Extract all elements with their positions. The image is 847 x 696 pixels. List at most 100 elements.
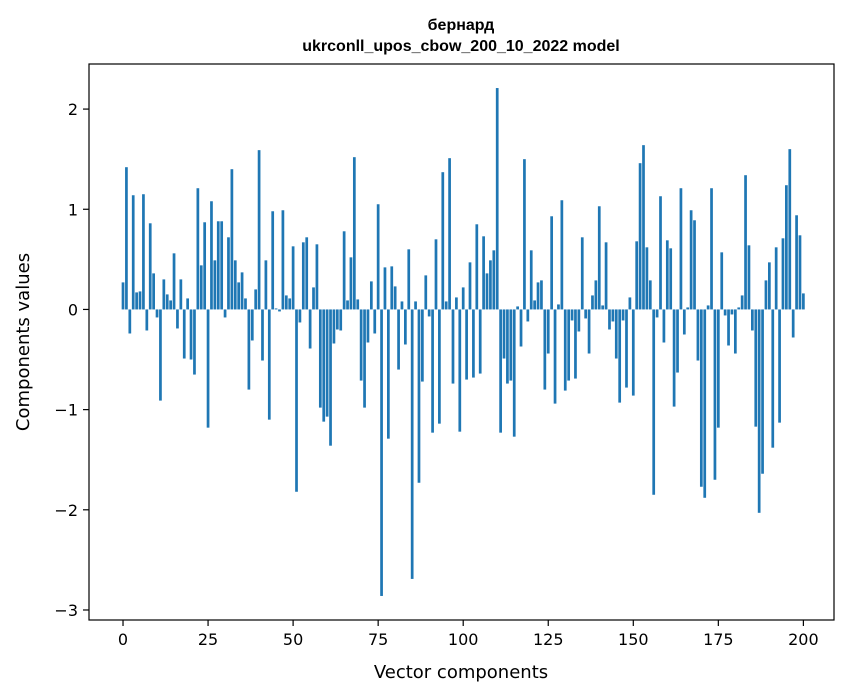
- bar: [601, 305, 605, 310]
- bar: [485, 273, 489, 310]
- bar: [716, 309, 720, 428]
- y-tick-label: 1: [68, 200, 78, 219]
- bar: [227, 237, 230, 310]
- bar: [676, 309, 679, 373]
- bar: [250, 309, 254, 341]
- bar: [791, 309, 795, 338]
- bar: [458, 309, 462, 432]
- bar: [672, 309, 676, 407]
- bar: [230, 169, 234, 310]
- bar: [404, 309, 407, 345]
- bar: [216, 221, 220, 310]
- bar: [604, 242, 608, 310]
- bar: [785, 185, 788, 310]
- x-tick-label: 150: [618, 630, 649, 649]
- bar: [546, 309, 550, 354]
- bar: [499, 309, 502, 433]
- chart-title-line2: ukrconll_upos_cbow_200_10_2022 model: [302, 38, 619, 55]
- bar: [284, 295, 288, 310]
- bar: [267, 309, 271, 420]
- bar: [264, 260, 268, 310]
- bar: [645, 247, 649, 310]
- bar: [407, 249, 411, 310]
- bar: [621, 309, 625, 321]
- x-tick-label: 200: [788, 630, 819, 649]
- bar: [502, 309, 506, 359]
- bar: [332, 309, 336, 344]
- bar: [529, 250, 533, 310]
- y-tick-label: −2: [54, 501, 78, 520]
- bar: [223, 309, 227, 318]
- x-tick-label: 50: [283, 630, 303, 649]
- y-tick-label: −3: [54, 601, 78, 620]
- bar: [509, 309, 513, 381]
- bar: [693, 220, 696, 310]
- bar: [312, 287, 315, 310]
- bar: [461, 287, 465, 310]
- bar: [591, 295, 594, 310]
- bar: [696, 309, 700, 361]
- bar: [553, 309, 557, 404]
- bar: [730, 309, 734, 315]
- bar: [744, 175, 747, 310]
- bar: [580, 237, 584, 310]
- bar: [414, 301, 417, 310]
- bar: [128, 309, 132, 334]
- bar: [182, 309, 186, 359]
- x-tick-label: 100: [448, 630, 479, 649]
- bar: [757, 309, 761, 513]
- x-tick-label: 175: [703, 630, 734, 649]
- bar: [121, 282, 125, 310]
- bar: [162, 279, 166, 310]
- bar: [468, 262, 472, 310]
- bar: [349, 257, 353, 310]
- bar: [706, 305, 710, 310]
- bar: [176, 309, 179, 329]
- bar: [587, 309, 591, 354]
- bar: [206, 309, 210, 428]
- bar: [795, 215, 798, 310]
- bar: [233, 260, 237, 310]
- bar: [159, 309, 162, 401]
- bar: [540, 280, 543, 310]
- bar: [489, 260, 492, 310]
- bar: [325, 309, 329, 417]
- bar: [659, 196, 662, 310]
- bar: [359, 309, 363, 381]
- bar: [318, 309, 322, 408]
- y-axis-label: Components values: [13, 253, 34, 431]
- bar: [193, 309, 196, 375]
- bar: [438, 309, 441, 424]
- bar: [699, 309, 703, 487]
- bar: [788, 149, 792, 310]
- bar: [771, 309, 775, 448]
- bar: [196, 188, 200, 310]
- bar: [608, 309, 611, 330]
- bar: [257, 150, 261, 310]
- bar: [315, 244, 319, 310]
- bar: [478, 309, 482, 374]
- bar: [618, 309, 622, 403]
- bar: [135, 292, 138, 310]
- bar: [648, 280, 652, 310]
- bar: [363, 309, 366, 408]
- bar: [754, 309, 758, 427]
- bar: [244, 298, 247, 310]
- bar: [778, 309, 781, 423]
- bar: [203, 222, 207, 310]
- bar: [740, 295, 744, 310]
- bar: [516, 306, 519, 310]
- bar: [179, 279, 183, 310]
- bar: [339, 309, 343, 331]
- bar: [720, 252, 724, 310]
- bar: [635, 241, 639, 310]
- bar: [220, 221, 224, 310]
- x-tick-label: 25: [198, 630, 218, 649]
- bar: [431, 309, 434, 433]
- bar: [145, 309, 149, 331]
- bar: [475, 224, 479, 310]
- bar: [465, 309, 468, 380]
- bar: [536, 282, 540, 310]
- bar: [764, 280, 768, 310]
- bar: [247, 309, 251, 390]
